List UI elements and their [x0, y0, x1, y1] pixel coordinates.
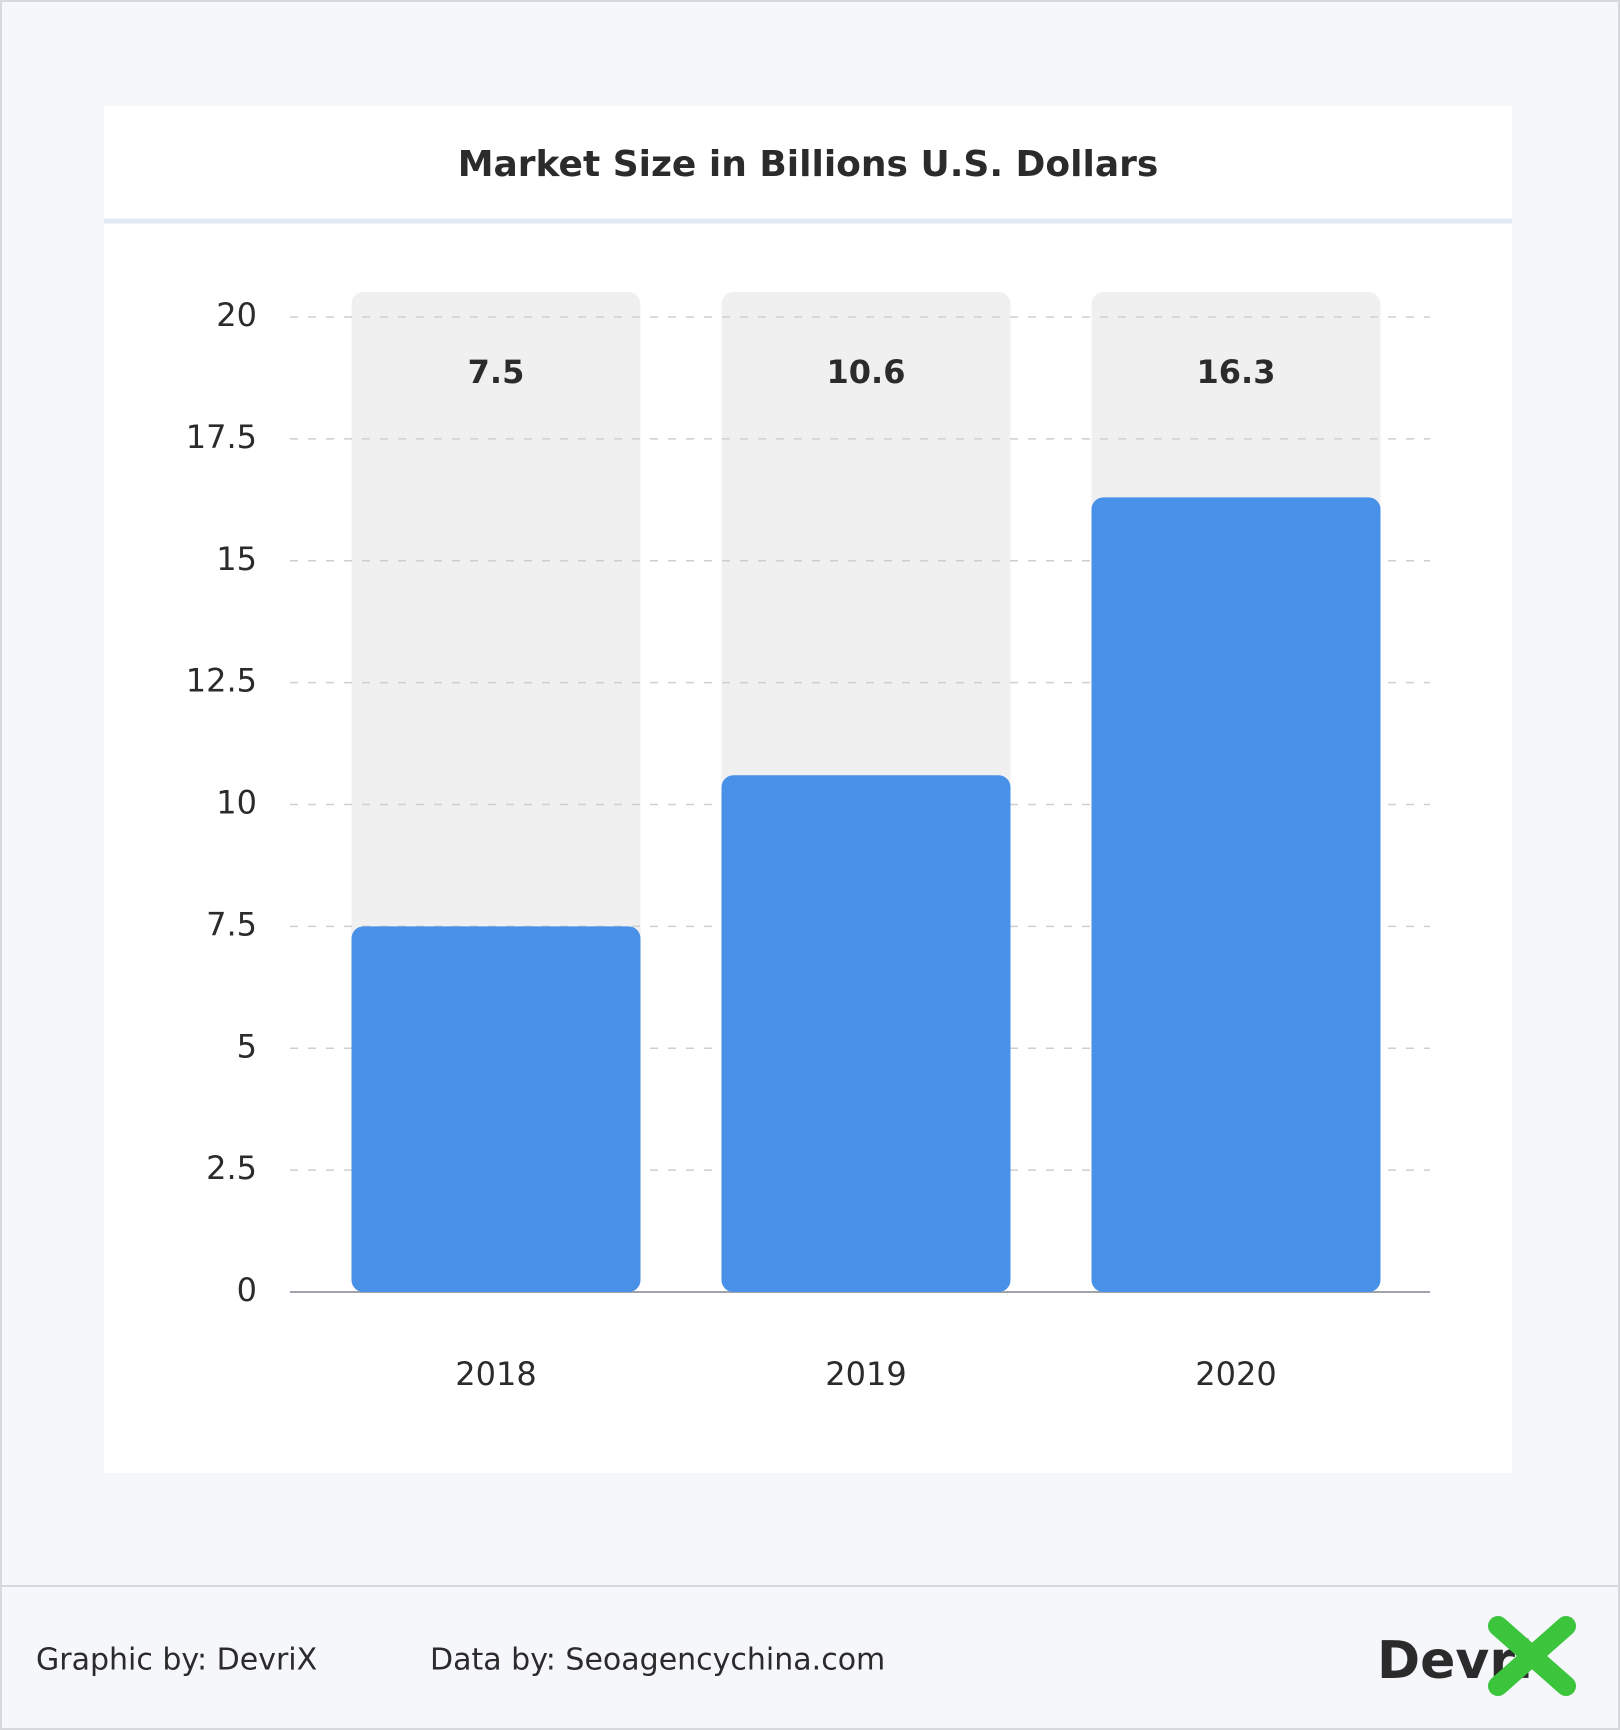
footer-source: Data by: Seoagencychina.com [430, 1643, 885, 1678]
y-tick-label: 10 [216, 784, 257, 822]
logo-stroke [1488, 1616, 1576, 1696]
y-tick-label: 20 [216, 296, 257, 334]
y-tick-label: 5 [237, 1027, 257, 1065]
bar [721, 775, 1011, 1292]
footer-credit: Graphic by: DevriX [36, 1643, 317, 1678]
value-label: 10.6 [827, 353, 906, 391]
value-label: 7.5 [468, 353, 525, 391]
chart-title: Market Size in Billions U.S. Dollars [458, 144, 1159, 185]
y-tick-label: 7.5 [206, 905, 257, 943]
bar [351, 926, 641, 1292]
y-tick-label: 17.5 [186, 418, 257, 456]
bar [1091, 497, 1381, 1292]
value-label: 16.3 [1197, 353, 1276, 391]
y-tick-label: 2.5 [206, 1149, 257, 1187]
x-tick-label: 2019 [825, 1355, 906, 1393]
y-tick-label: 15 [216, 540, 257, 578]
y-tick-label: 0 [237, 1271, 257, 1309]
logo-x [1488, 1616, 1576, 1696]
x-tick-label: 2018 [455, 1355, 536, 1393]
y-tick-label: 12.5 [186, 662, 257, 700]
x-tick-label: 2020 [1195, 1355, 1276, 1393]
